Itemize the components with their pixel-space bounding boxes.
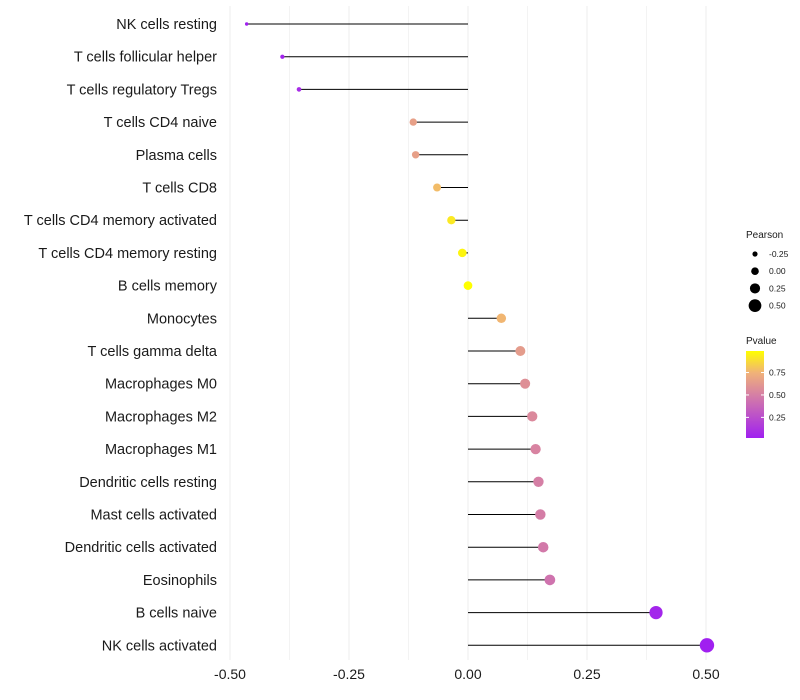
point-4 xyxy=(411,151,420,159)
y-tick-label: Macrophages M2 xyxy=(105,409,217,425)
lollipop-segments xyxy=(246,23,707,646)
point-8 xyxy=(463,281,473,290)
y-tick-label: Plasma cells xyxy=(136,148,217,164)
y-tick-label: Eosinophils xyxy=(143,573,217,589)
y-axis-labels: NK cells resting T cells follicular helpe… xyxy=(24,17,218,654)
y-tick-label: T cells CD8 xyxy=(142,181,217,197)
legend-size-title: Pearson xyxy=(746,230,783,241)
point-14 xyxy=(533,476,544,487)
x-axis-labels: -0.50 -0.25 0.00 0.25 0.50 xyxy=(214,666,720,682)
y-tick-label: Macrophages M0 xyxy=(105,377,217,393)
grid-lines xyxy=(229,6,707,660)
y-tick-label: Monocytes xyxy=(147,311,217,327)
y-tick-label: T cells follicular helper xyxy=(74,50,217,66)
y-tick-label: NK cells resting xyxy=(116,17,217,33)
point-6 xyxy=(447,216,456,225)
legend-size-dot xyxy=(751,267,759,276)
y-tick-label: Dendritic cells resting xyxy=(79,475,217,491)
point-9 xyxy=(496,313,507,324)
y-tick-label: B cells naive xyxy=(136,606,217,622)
legend-size-items: -0.25 0.00 0.25 0.50 xyxy=(748,249,789,312)
x-tick-label: -0.50 xyxy=(214,666,246,682)
legend: Pearson -0.25 0.00 0.25 0.50 Pvalue 0.75 0.5… xyxy=(746,230,789,438)
legend-color-ticks: 0.75 0.50 0.25 xyxy=(746,368,786,422)
point-13 xyxy=(530,443,541,455)
legend-size-label: 0.25 xyxy=(769,283,786,293)
point-11 xyxy=(520,378,531,389)
legend-colorbar xyxy=(746,351,764,438)
point-7 xyxy=(458,248,467,258)
point-18 xyxy=(649,606,663,620)
y-tick-label: T cells CD4 naive xyxy=(104,115,217,131)
x-tick-label: 0.00 xyxy=(454,666,481,682)
legend-size-label: -0.25 xyxy=(769,249,789,259)
point-3 xyxy=(409,118,417,126)
y-tick-label: T cells CD4 memory resting xyxy=(38,246,217,262)
legend-color-label: 0.50 xyxy=(769,390,786,400)
point-19 xyxy=(699,638,715,653)
y-tick-label: Mast cells activated xyxy=(90,508,217,524)
point-0 xyxy=(244,22,249,26)
point-10 xyxy=(515,346,526,356)
y-tick-label: T cells regulatory Tregs xyxy=(67,82,217,98)
x-tick-label: 0.50 xyxy=(692,666,719,682)
x-tick-label: -0.25 xyxy=(333,666,365,682)
y-tick-label: B cells memory xyxy=(118,279,218,295)
legend-color-label: 0.25 xyxy=(769,412,786,422)
legend-size-label: 0.50 xyxy=(769,301,786,311)
y-tick-label: NK cells activated xyxy=(102,638,217,654)
legend-color-label: 0.75 xyxy=(769,368,786,378)
point-16 xyxy=(537,541,549,553)
legend-size-dot xyxy=(752,251,758,257)
y-tick-label: T cells gamma delta xyxy=(88,344,218,360)
lollipop-points xyxy=(244,22,715,653)
legend-color-title: Pvalue xyxy=(746,336,777,347)
point-15 xyxy=(535,509,546,520)
x-tick-label: 0.25 xyxy=(573,666,600,682)
y-tick-label: T cells CD4 memory activated xyxy=(24,213,217,229)
y-tick-label: Macrophages M1 xyxy=(105,442,217,458)
point-12 xyxy=(527,411,538,422)
point-2 xyxy=(296,87,302,92)
point-1 xyxy=(280,54,285,59)
legend-size-dot xyxy=(749,283,761,294)
legend-size-dot xyxy=(748,299,762,312)
legend-size-label: 0.00 xyxy=(769,266,786,276)
point-17 xyxy=(544,574,556,586)
point-5 xyxy=(433,183,442,192)
y-tick-label: Dendritic cells activated xyxy=(65,540,217,556)
